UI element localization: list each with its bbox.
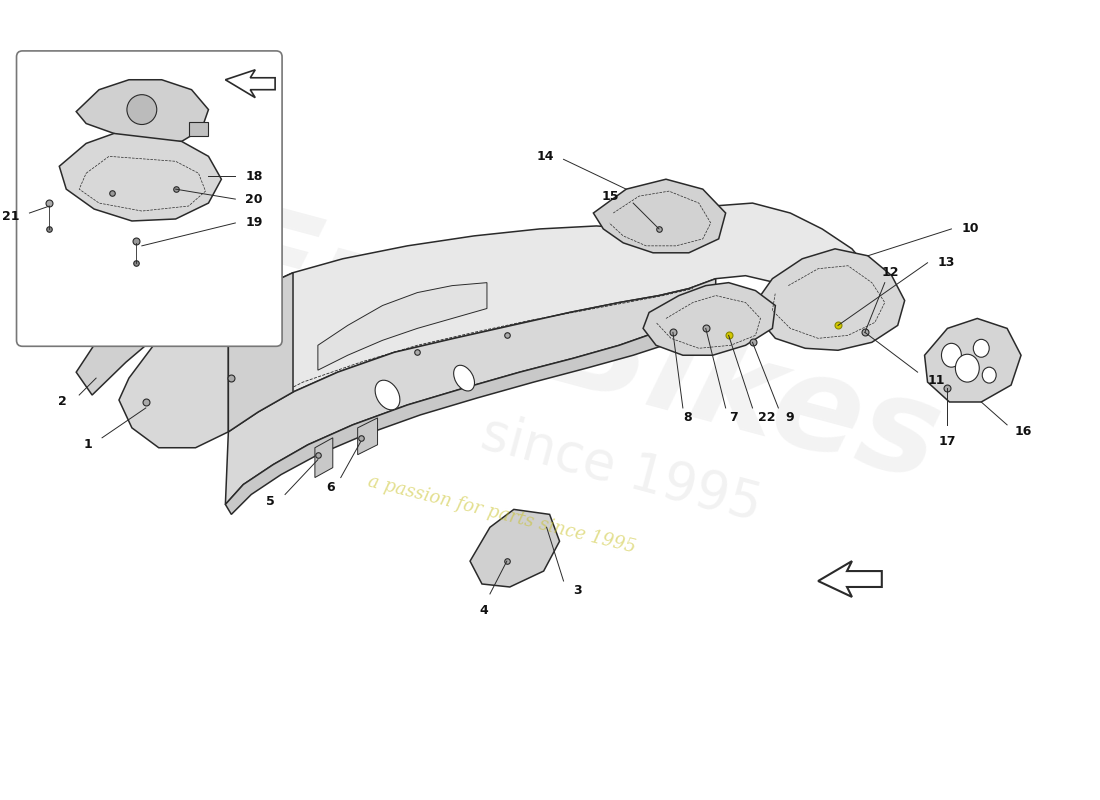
Text: 22: 22 [759, 411, 775, 425]
Polygon shape [119, 289, 258, 448]
Ellipse shape [375, 380, 400, 410]
Text: 8: 8 [683, 411, 692, 425]
Polygon shape [76, 295, 186, 395]
Text: 19: 19 [245, 217, 263, 230]
Text: since 1995: since 1995 [475, 407, 767, 532]
Text: 2: 2 [57, 395, 66, 409]
Text: 17: 17 [938, 435, 956, 448]
Text: 3: 3 [573, 585, 582, 598]
Polygon shape [229, 273, 293, 432]
Text: 9: 9 [785, 411, 794, 425]
Polygon shape [925, 318, 1021, 402]
Text: 10: 10 [961, 222, 979, 235]
Polygon shape [188, 122, 209, 137]
Ellipse shape [126, 94, 157, 125]
Polygon shape [644, 282, 776, 355]
FancyBboxPatch shape [16, 51, 282, 346]
Text: 1: 1 [84, 438, 92, 451]
Polygon shape [229, 203, 872, 432]
Polygon shape [315, 438, 333, 478]
Polygon shape [226, 278, 716, 505]
Polygon shape [226, 70, 275, 98]
Text: a passion for parts since 1995: a passion for parts since 1995 [366, 472, 638, 557]
Text: EuroBikes: EuroBikes [209, 194, 954, 507]
Text: 15: 15 [602, 190, 619, 202]
Text: 20: 20 [245, 193, 263, 206]
Polygon shape [59, 134, 221, 221]
Polygon shape [818, 561, 882, 597]
Text: 16: 16 [1014, 426, 1032, 438]
Text: 18: 18 [245, 170, 263, 182]
Polygon shape [470, 510, 560, 587]
Polygon shape [226, 302, 723, 514]
Text: 21: 21 [2, 210, 20, 222]
Ellipse shape [453, 366, 474, 391]
Text: 12: 12 [882, 266, 900, 279]
Polygon shape [593, 179, 726, 253]
Text: 14: 14 [536, 150, 553, 163]
Text: 4: 4 [480, 604, 488, 617]
Text: 13: 13 [937, 256, 955, 270]
Polygon shape [318, 282, 487, 370]
Polygon shape [76, 80, 209, 143]
Ellipse shape [956, 354, 979, 382]
Ellipse shape [982, 367, 997, 383]
Ellipse shape [942, 343, 961, 367]
Text: 7: 7 [728, 411, 737, 425]
Text: 6: 6 [327, 481, 334, 494]
Text: 11: 11 [927, 374, 945, 386]
Text: 5: 5 [266, 495, 275, 508]
Polygon shape [759, 249, 904, 350]
Ellipse shape [974, 339, 989, 358]
Polygon shape [358, 418, 377, 454]
